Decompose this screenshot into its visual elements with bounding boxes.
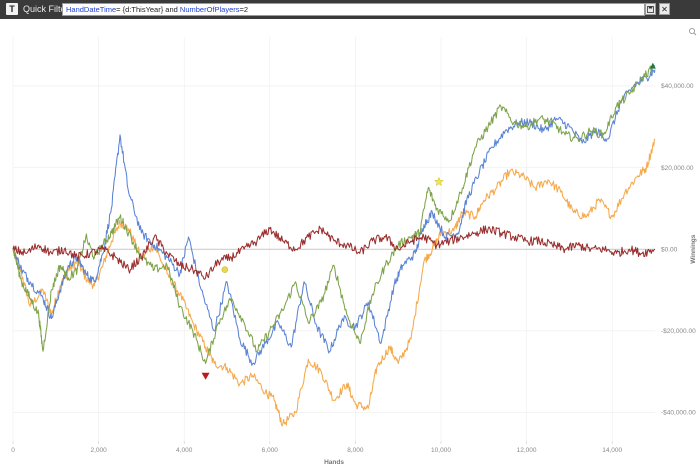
chart-marker-circle (221, 266, 229, 273)
x-tick-label: 14,000 (602, 447, 622, 454)
x-tick-label: 12,000 (517, 447, 537, 454)
chart-markers (201, 62, 656, 380)
quick-filters-label: Quick Filters (23, 4, 74, 14)
series-line (12, 69, 656, 366)
close-filter-button[interactable]: ✕ (659, 3, 670, 15)
query-part: NumberOfPlayers (179, 5, 240, 14)
x-axis-ticks: 0 2,000 4,000 6,000 8,000 10,000 12,000 14,000 (11, 441, 623, 454)
winnings-chart: 0 2,000 4,000 6,000 8,000 10,000 12,000 14,000 … (11, 27, 697, 466)
y-tick-label: -$20,000.00 (661, 328, 696, 335)
filter-toggle-button[interactable]: T (6, 3, 18, 15)
x-tick-label: 10,000 (431, 447, 451, 454)
series-line (12, 64, 656, 365)
quick-filters-bar: T Quick Filters HandDateTime= {d:ThisYea… (0, 0, 700, 19)
floppy-disk-icon (647, 5, 654, 13)
x-axis-title: Hands (324, 459, 344, 466)
query-part: =2 (239, 5, 249, 14)
filter-query-input[interactable]: HandDateTime= {d:ThisYear} and NumberOfP… (62, 3, 645, 16)
series-line (12, 225, 656, 280)
save-filter-button[interactable] (645, 3, 656, 15)
y-tick-label: $0.00 (661, 246, 678, 253)
x-tick-label: 0 (11, 447, 15, 454)
chart-marker-triangle-down (201, 372, 210, 380)
y-tick-label: -$40,000.00 (661, 410, 696, 417)
chart-marker-triangle-up (649, 62, 656, 69)
x-tick-label: 8,000 (347, 447, 364, 454)
zoom-icon[interactable] (688, 27, 697, 36)
query-part: HandDateTime (66, 5, 117, 14)
y-axis-ticks: $40,000.00 $20,000.00 $0.00 -$20,000.00 -$40… (661, 83, 696, 416)
x-tick-label: 6,000 (262, 447, 279, 454)
x-tick-label: 2,000 (90, 447, 107, 454)
chart-marker-star (433, 176, 444, 187)
x-tick-label: 4,000 (176, 447, 193, 454)
chart-series-group (12, 64, 656, 427)
y-tick-label: $40,000.00 (661, 83, 694, 90)
y-axis-title: Winnings (690, 234, 697, 264)
y-tick-label: $20,000.00 (661, 165, 694, 172)
query-part: = {d:ThisYear} and (116, 5, 180, 14)
series-line (12, 138, 656, 427)
